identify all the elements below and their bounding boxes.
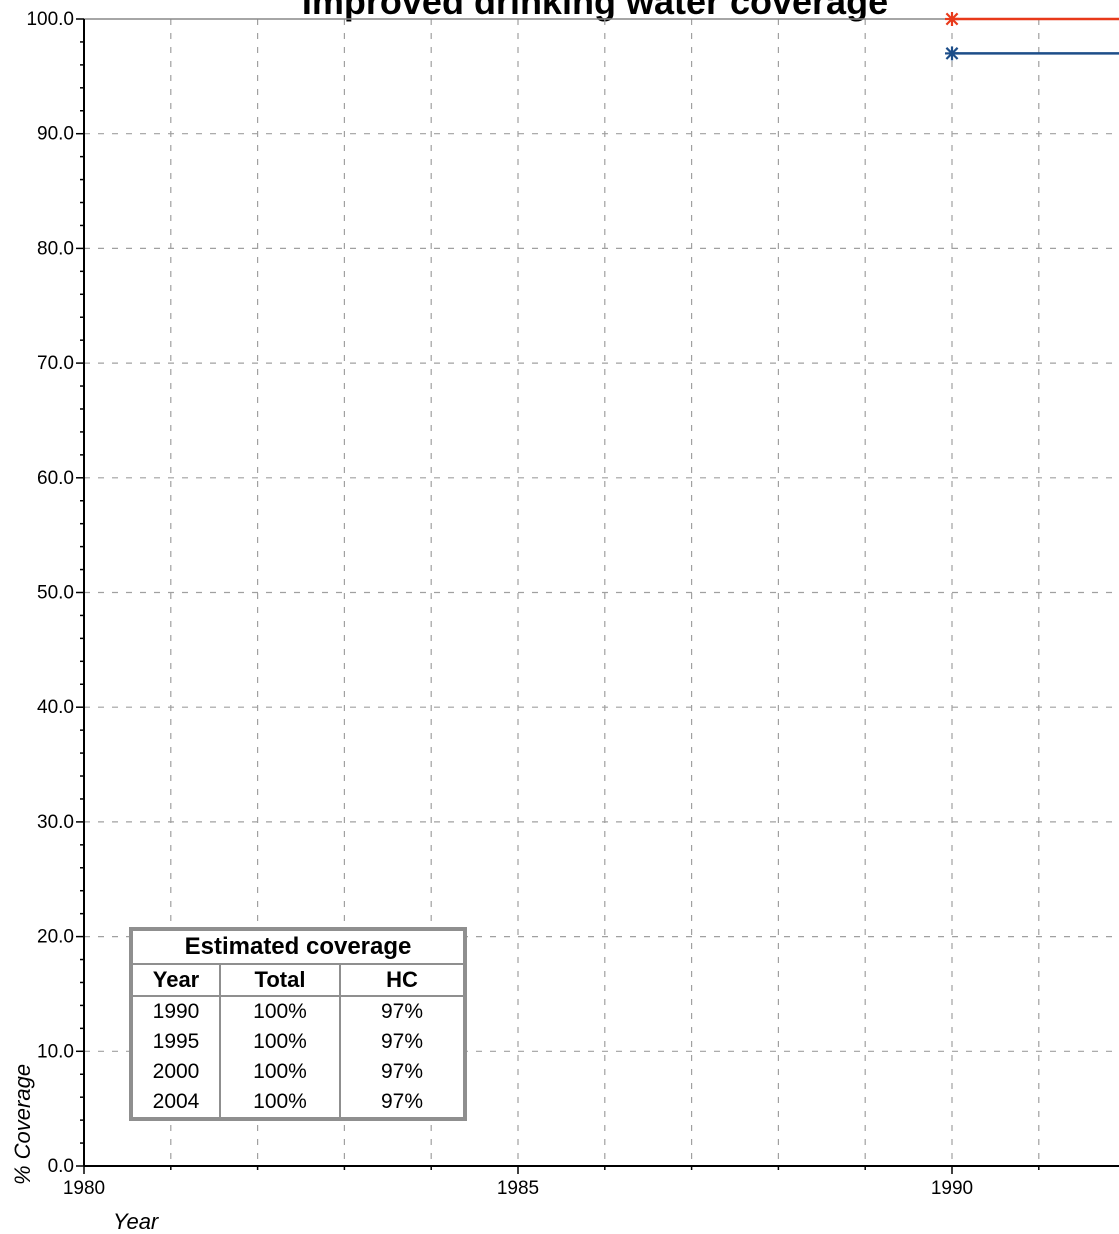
table-cell-total: 100% xyxy=(219,1057,341,1087)
chart-title: Improved drinking water coverage xyxy=(302,0,888,22)
table-cell-total: 100% xyxy=(219,996,341,1027)
y-tick-label: 0.0 xyxy=(48,1156,74,1177)
y-tick-label: 20.0 xyxy=(37,927,74,948)
asterisk-stroke xyxy=(945,47,959,60)
y-tick-label: 30.0 xyxy=(37,812,74,833)
table-cell-year: 2000 xyxy=(130,1057,221,1087)
table-cell-hc: 97% xyxy=(339,1087,466,1119)
asterisk-stroke xyxy=(945,12,959,26)
y-tick-label: 80.0 xyxy=(37,238,74,259)
data-point-hc xyxy=(945,46,959,61)
table-cell-hc: 97% xyxy=(339,996,466,1027)
y-tick-label: 90.0 xyxy=(37,124,74,145)
x-tick-label: 1980 xyxy=(63,1178,105,1199)
table-cell-total: 100% xyxy=(219,1027,341,1057)
y-tick-label: 40.0 xyxy=(37,697,74,718)
table-cell-year: 1995 xyxy=(130,1027,221,1057)
table-cell-total: 100% xyxy=(219,1087,341,1119)
x-tick-label: 1985 xyxy=(497,1178,539,1199)
table-header-hc: HC xyxy=(339,963,466,997)
axes: 0.0 10.0 20.0 30.0 40.0 50.0 60.0 70.0 80.0 90.0 1… xyxy=(26,9,1119,1199)
y-tick-label: 60.0 xyxy=(37,468,74,489)
table-row: 2004 100% 97% xyxy=(130,1087,466,1119)
y-axis-label: % Coverage xyxy=(10,1064,35,1185)
table-row: 2000 100% 97% xyxy=(130,1057,466,1087)
table-cell-year: 1990 xyxy=(130,996,221,1027)
x-tick-label: 1990 xyxy=(931,1178,973,1199)
table-cell-year: 2004 xyxy=(130,1087,221,1119)
y-tick-label: 10.0 xyxy=(37,1041,74,1062)
y-tick-label: 100.0 xyxy=(26,9,74,30)
x-axis-label: Year xyxy=(113,1209,160,1234)
table-header-total: Total xyxy=(219,963,341,997)
table-cell-hc: 97% xyxy=(339,1027,466,1057)
y-tick-label: 70.0 xyxy=(37,353,74,374)
table-caption: Estimated coverage xyxy=(130,928,466,965)
series-layer xyxy=(945,12,1119,61)
estimated-coverage-table: Estimated coverage Year Total HC 1990 10… xyxy=(129,927,467,1121)
y-tick-label: 50.0 xyxy=(37,583,74,604)
table-row: 1990 100% 97% xyxy=(130,996,466,1027)
table-row: 1995 100% 97% xyxy=(130,1027,466,1057)
data-point-total xyxy=(945,12,959,26)
table-cell-hc: 97% xyxy=(339,1057,466,1087)
table-header-year: Year xyxy=(130,963,221,997)
